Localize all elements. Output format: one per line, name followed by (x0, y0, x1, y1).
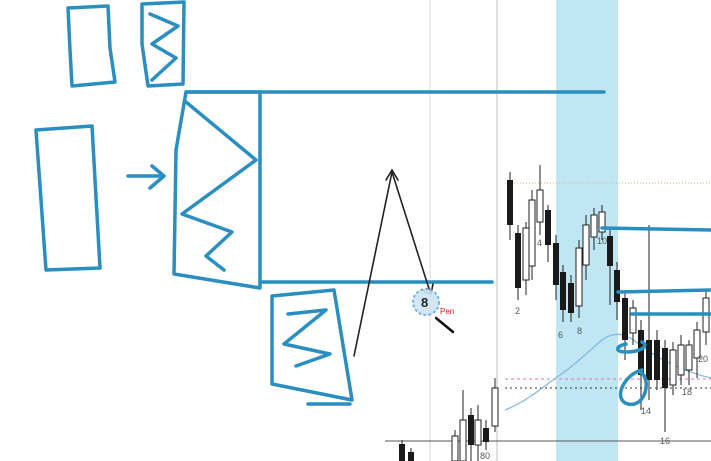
drawn-zigzag-box (140, 0, 186, 88)
candle (507, 180, 513, 225)
candle (614, 270, 620, 302)
candle (528, 199, 536, 267)
candle (568, 283, 574, 313)
bar-label: 16 (660, 436, 670, 446)
candle (536, 189, 544, 223)
candle (553, 243, 559, 285)
candle (638, 330, 644, 375)
candle (545, 210, 551, 245)
drawn-swing-arrow (353, 168, 434, 357)
candle (468, 415, 474, 445)
drawn-arrow-head (148, 164, 166, 190)
candle (669, 349, 677, 386)
drawn-level-line (600, 226, 711, 232)
candle (607, 236, 613, 266)
cursor-label: Pen (440, 307, 454, 316)
bar-label: 6 (558, 330, 563, 340)
candle (451, 435, 459, 461)
drawn-rectangle (34, 124, 102, 272)
cursor-number: 8 (421, 295, 428, 310)
candle (662, 348, 668, 388)
bar-label: 18 (682, 387, 692, 397)
candle (598, 211, 606, 233)
candle (560, 272, 566, 310)
hand-drawn-annotations (34, 0, 711, 406)
candle (582, 224, 590, 266)
moving-average-line (504, 333, 711, 411)
drawn-zigzag-box (270, 288, 354, 402)
candle (575, 247, 583, 307)
bar-label: 14 (641, 406, 651, 416)
candle (474, 419, 482, 446)
candle (590, 214, 598, 238)
drawn-loop (616, 340, 647, 354)
drawn-zigzag (148, 12, 180, 82)
bar-label: 10 (597, 236, 607, 246)
bar-label: 4 (537, 238, 542, 248)
drawn-level-line (616, 288, 711, 294)
candle (685, 344, 693, 371)
candlestick-series (399, 165, 710, 461)
candle (622, 298, 628, 340)
candle (483, 428, 489, 442)
drawn-zigzag (282, 308, 332, 368)
candle (522, 227, 530, 281)
drawn-box (66, 4, 117, 88)
candle (491, 387, 499, 427)
candle (629, 307, 637, 334)
bar-label: 2 (515, 306, 520, 316)
pen-cursor-icon: 8 Pen (412, 288, 455, 334)
bar-label: 20 (698, 354, 708, 364)
bar-label: 80 (480, 451, 490, 461)
candle (399, 444, 405, 461)
candle (654, 340, 660, 380)
drawn-loop (618, 368, 648, 406)
drawn-zigzag (180, 100, 258, 272)
candle (646, 340, 652, 380)
bar-label: 8 (577, 326, 582, 336)
candle (515, 233, 521, 288)
candle (677, 344, 685, 376)
candle (408, 452, 414, 461)
candle (459, 419, 467, 461)
candle (693, 329, 701, 359)
